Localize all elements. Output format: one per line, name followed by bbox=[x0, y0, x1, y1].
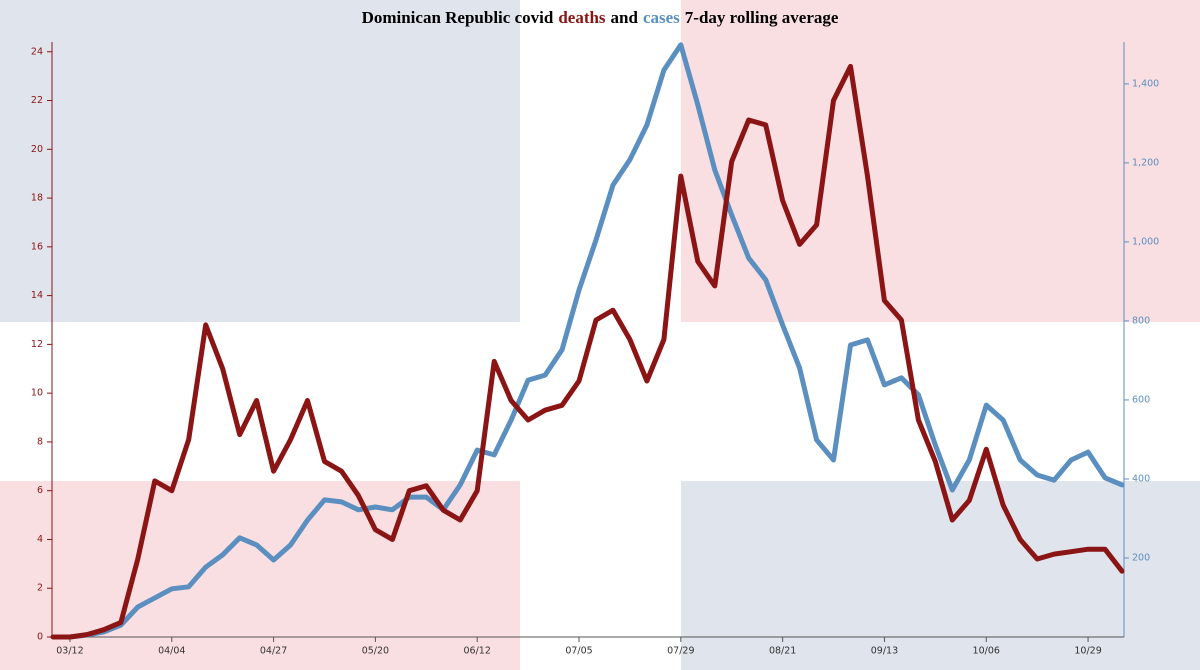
x-tick-label: 04/27 bbox=[260, 646, 287, 657]
x-tick-label: 09/13 bbox=[871, 646, 898, 657]
y-tick-label: 10 bbox=[31, 388, 43, 399]
series-line bbox=[50, 42, 1125, 640]
series-line bbox=[50, 63, 1125, 640]
x-tick-label: 10/29 bbox=[1074, 646, 1101, 657]
y-tick-label: 16 bbox=[31, 241, 43, 252]
y-tick-label: 6 bbox=[37, 485, 43, 496]
title-part: 7-day rolling average bbox=[685, 8, 839, 27]
y2-tick-label: 200 bbox=[1132, 552, 1150, 563]
x-tick-label: 10/06 bbox=[973, 646, 1000, 657]
x-tick-label: 03/12 bbox=[56, 646, 83, 657]
y-tick-label: 12 bbox=[31, 339, 43, 350]
y-tick-label: 0 bbox=[37, 632, 43, 643]
y-tick-label: 18 bbox=[31, 193, 43, 204]
y2-tick-label: 1,000 bbox=[1132, 236, 1159, 247]
x-tick-label: 05/20 bbox=[362, 646, 389, 657]
y2-tick-label: 1,200 bbox=[1132, 157, 1159, 168]
title-part: Dominican Republic covid bbox=[362, 8, 554, 27]
title-part: and bbox=[611, 8, 639, 27]
title-part: cases bbox=[643, 8, 680, 27]
title-part: deaths bbox=[558, 8, 606, 27]
x-tick-label: 07/05 bbox=[565, 646, 592, 657]
y-tick-label: 14 bbox=[31, 290, 43, 301]
y-tick-label: 20 bbox=[31, 144, 43, 155]
y2-tick-label: 800 bbox=[1132, 315, 1150, 326]
x-tick-label: 04/04 bbox=[158, 646, 185, 657]
y-tick-label: 24 bbox=[31, 46, 43, 57]
y-tick-label: 22 bbox=[31, 95, 43, 106]
y2-tick-label: 1,400 bbox=[1132, 78, 1159, 89]
y-tick-label: 8 bbox=[37, 436, 43, 447]
x-tick-label: 08/21 bbox=[769, 646, 796, 657]
y-tick-label: 2 bbox=[37, 583, 43, 594]
y-tick-label: 4 bbox=[37, 534, 43, 545]
chart-title: Dominican Republic covid deaths and cases 7-… bbox=[362, 8, 839, 27]
x-tick-label: 06/12 bbox=[464, 646, 491, 657]
y2-tick-label: 400 bbox=[1132, 473, 1150, 484]
x-tick-label: 07/29 bbox=[667, 646, 694, 657]
y2-tick-label: 600 bbox=[1132, 394, 1150, 405]
